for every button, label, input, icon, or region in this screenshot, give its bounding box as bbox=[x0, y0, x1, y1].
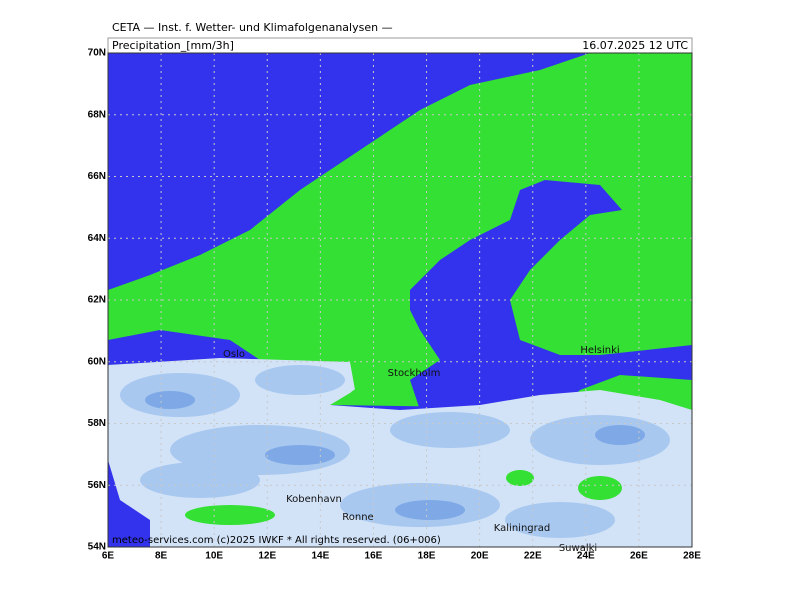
lon-label: 16E bbox=[365, 551, 383, 562]
lat-label: 60N bbox=[88, 356, 106, 367]
skagerrak bbox=[108, 330, 260, 365]
lon-label: 8E bbox=[155, 551, 168, 562]
lon-label: 12E bbox=[258, 551, 276, 562]
lat-label: 64N bbox=[88, 233, 106, 244]
norwegian-sea bbox=[108, 53, 590, 290]
precipitation-heavy bbox=[145, 391, 645, 520]
map-title: Precipitation_[mm/3h] bbox=[112, 39, 234, 52]
city-label: Ronne bbox=[342, 512, 373, 523]
city-label: Stockholm bbox=[388, 368, 441, 379]
lon-label: 18E bbox=[418, 551, 436, 562]
lat-label: 58N bbox=[88, 418, 106, 429]
lon-label: 28E bbox=[683, 551, 701, 562]
city-label: Suwalki bbox=[559, 543, 597, 554]
map-frame bbox=[107, 52, 693, 548]
baltic-sea bbox=[410, 180, 692, 410]
lat-label: 56N bbox=[88, 480, 106, 491]
lon-label: 24E bbox=[577, 551, 595, 562]
city-label: Oslo bbox=[223, 349, 245, 360]
lon-label: 14E bbox=[311, 551, 329, 562]
city-label: Helsinki bbox=[580, 345, 619, 356]
lat-label: 54N bbox=[88, 542, 106, 553]
lon-label: 10E bbox=[205, 551, 223, 562]
lat-label: 62N bbox=[88, 295, 106, 306]
institute: CETA — Inst. f. Wetter- und Klimafolgena… bbox=[112, 21, 393, 34]
map-date: 16.07.2025 12 UTC bbox=[582, 39, 688, 52]
lat-label: 68N bbox=[88, 109, 106, 120]
map bbox=[108, 53, 692, 547]
lat-label: 66N bbox=[88, 171, 106, 182]
lon-label: 6E bbox=[102, 551, 115, 562]
city-label: Kobenhavn bbox=[286, 494, 342, 505]
lon-label: 20E bbox=[471, 551, 489, 562]
lat-label: 70N bbox=[88, 48, 106, 59]
land-patches bbox=[185, 385, 622, 525]
precipitation-light bbox=[108, 358, 692, 547]
city-label: Kaliningrad bbox=[494, 523, 550, 534]
lon-label: 26E bbox=[630, 551, 648, 562]
footer: meteo-services.com (c)2025 IWKF * All ri… bbox=[112, 535, 441, 546]
lon-label: 22E bbox=[524, 551, 542, 562]
